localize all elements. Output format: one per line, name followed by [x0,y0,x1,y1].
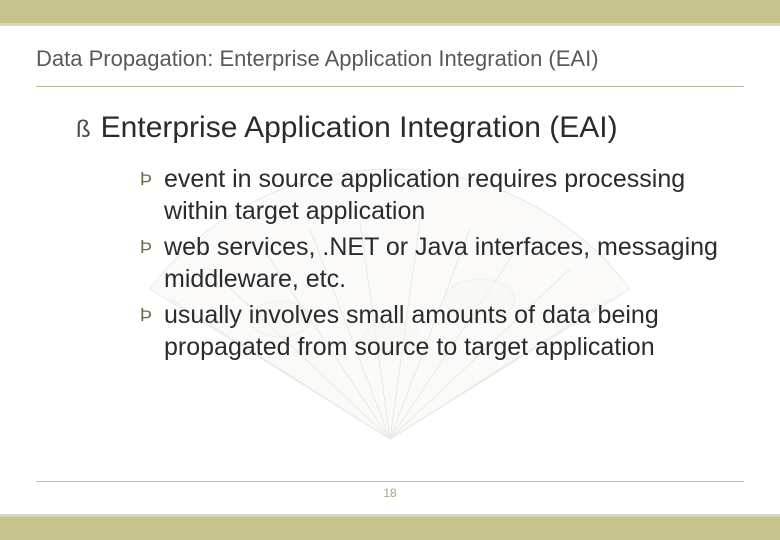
level1-heading: Enterprise Application Integration (EAI) [101,111,618,145]
level1-item: ß Enterprise Application Integration (EA… [76,111,744,145]
page-number: 18 [383,486,396,500]
list-item-text: web services, .NET or Java interfaces, m… [164,231,744,295]
page-footer: 18 [36,481,744,502]
list-item: Þ usually involves small amounts of data… [140,299,744,363]
footer-rule [36,481,744,482]
level2-list: Þ event in source application requires p… [76,163,744,363]
fan-bullet-icon: Þ [140,299,152,331]
fan-bullet-icon: Þ [140,163,152,195]
slide-content: Data Propagation: Enterprise Application… [0,26,780,514]
list-item-text: usually involves small amounts of data b… [164,299,744,363]
arrow-bullet-icon: ß [76,118,91,142]
page-title: Data Propagation: Enterprise Application… [36,46,744,87]
fan-bullet-icon: Þ [140,231,152,263]
top-decorative-band [0,0,780,26]
list-item: Þ web services, .NET or Java interfaces,… [140,231,744,295]
list-item: Þ event in source application requires p… [140,163,744,227]
list-item-text: event in source application requires pro… [164,163,744,227]
level1-list: ß Enterprise Application Integration (EA… [36,111,744,363]
bottom-decorative-band [0,514,780,540]
